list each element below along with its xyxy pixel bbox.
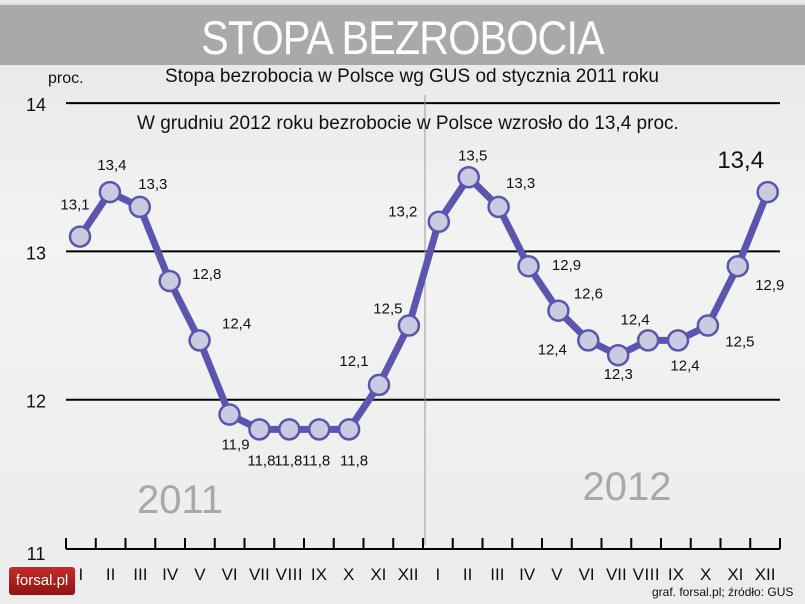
x-tick-label: II [463, 565, 472, 584]
x-tick-label: X [700, 565, 711, 584]
data-point [188, 329, 211, 352]
x-tick-label: VII [249, 565, 270, 584]
data-label: 13,4 [97, 157, 126, 174]
data-label: 13,5 [458, 147, 487, 164]
data-point [487, 195, 510, 219]
data-point [577, 329, 600, 352]
data-label: 12,4 [620, 311, 649, 328]
data-label: 11,9 [221, 437, 249, 454]
data-label: 11,8 [274, 452, 302, 469]
x-tick-label: III [133, 565, 147, 584]
data-label: 11,8 [340, 452, 368, 469]
x-tick-label: III [490, 565, 504, 584]
data-point [547, 299, 570, 322]
data-label: 12,6 [574, 286, 603, 303]
data-label: 13,4 [717, 147, 764, 174]
x-tick-label: IV [162, 565, 179, 584]
data-label: 12,4 [538, 341, 567, 358]
data-point [248, 418, 271, 441]
y-tick-label: 11 [27, 544, 46, 564]
data-point [726, 254, 750, 278]
data-point [696, 314, 720, 337]
data-label: 12,9 [755, 277, 784, 294]
x-tick-label: VI [222, 565, 238, 584]
data-label: 13,3 [138, 176, 167, 193]
x-tick-label: I [436, 565, 441, 584]
data-point [307, 418, 331, 441]
x-tick-label: XI [727, 565, 743, 584]
series-line [77, 173, 771, 433]
x-tick-label: XII [755, 565, 776, 584]
data-point [278, 418, 301, 441]
data-point [517, 254, 540, 278]
x-tick-label: XII [398, 565, 419, 584]
data-label: 13,2 [388, 204, 417, 221]
x-tick-label: XI [370, 565, 386, 584]
x-tick-label: VI [579, 565, 595, 584]
forsal-logo: forsal.pl [9, 567, 75, 595]
data-label: 12,5 [725, 334, 754, 351]
data-label: 11,8 [302, 452, 330, 469]
x-tick-label: V [194, 565, 206, 584]
data-point [636, 329, 660, 352]
source-note: graf. forsal.pl; źródło: GUS [652, 585, 794, 599]
data-label: 12,4 [222, 315, 251, 332]
data-point [666, 329, 690, 352]
data-label: 13,3 [506, 175, 535, 192]
year-label-2011: 2011 [137, 478, 223, 522]
x-tick-label: IX [668, 565, 684, 584]
data-point [337, 418, 361, 441]
y-tick-label: 13 [26, 243, 46, 263]
data-label: 12,4 [670, 357, 699, 374]
data-label: 12,9 [552, 257, 581, 274]
data-point [158, 269, 181, 293]
data-point [606, 343, 630, 367]
chart-subtitle: W grudniu 2012 roku bezrobocie w Polsce … [137, 113, 679, 134]
data-point [68, 225, 92, 248]
x-tick-label: VII [606, 565, 627, 584]
data-label: 12,1 [339, 353, 368, 370]
data-point [397, 314, 421, 337]
chart-title: Stopa bezrobocia w Polsce wg GUS od styc… [165, 66, 659, 87]
data-point [427, 210, 451, 233]
data-point [457, 166, 480, 189]
data-label: 11,8 [247, 452, 275, 469]
data-label: 12,3 [604, 366, 633, 383]
data-point [367, 373, 391, 397]
data-label: 13,1 [60, 197, 89, 214]
x-tick-label: VIII [276, 565, 303, 584]
x-tick-label: IV [519, 565, 536, 584]
data-point [218, 403, 241, 426]
data-point [98, 180, 122, 204]
x-tick-label: V [551, 565, 563, 584]
y-tick-label: 14 [26, 95, 46, 115]
y-tick-label: 12 [26, 392, 46, 412]
x-tick-label: X [343, 565, 354, 584]
data-label: 12,5 [373, 301, 402, 318]
y-axis-unit: proc. [48, 70, 84, 87]
data-point [128, 195, 152, 219]
data-point [756, 180, 779, 204]
x-tick-label: II [106, 565, 115, 584]
banner-title: STOPA BEZROBOCIA [201, 11, 605, 64]
x-tick-label: I [79, 565, 84, 584]
title-banner: STOPA BEZROBOCIA [0, 3, 805, 65]
x-tick-label: IX [311, 565, 327, 584]
x-tick-label: VIII [633, 565, 660, 584]
data-label: 12,8 [192, 266, 221, 283]
year-label-2012: 2012 [583, 465, 672, 509]
